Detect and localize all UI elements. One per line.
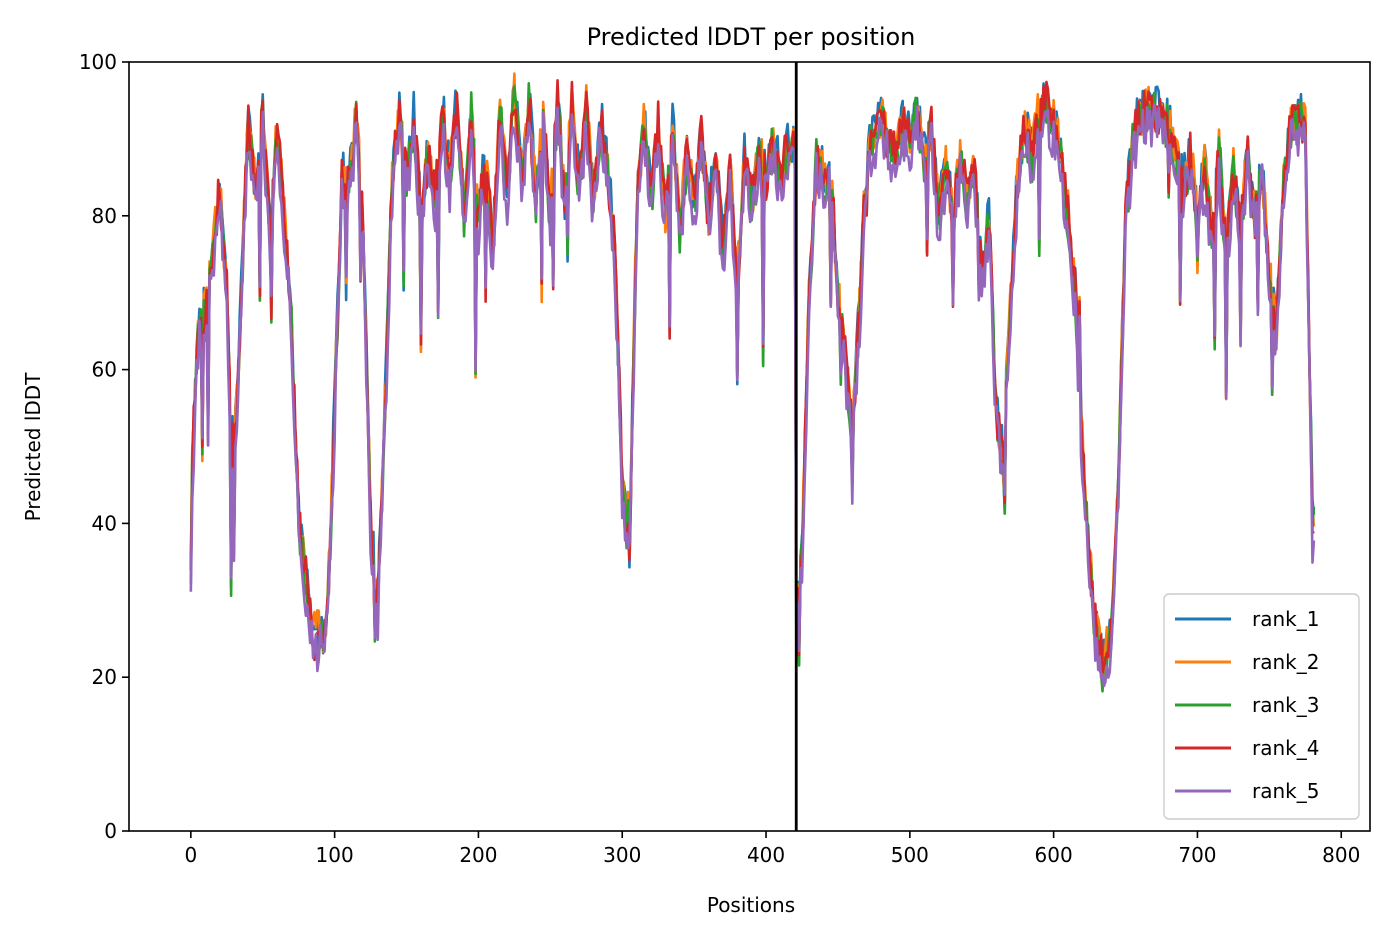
x-axis-label: Positions	[707, 893, 795, 917]
legend-label-rank_2: rank_2	[1252, 650, 1319, 674]
y-tick-label: 0	[104, 819, 117, 843]
y-axis-label: Predicted lDDT	[21, 372, 45, 522]
x-tick-label: 500	[891, 843, 929, 867]
series-line-rank_5	[189, 103, 1316, 688]
y-axis-ticks: 0 20 40 60 80 100	[79, 50, 129, 843]
y-tick-label: 60	[92, 358, 117, 382]
legend: rank_1 rank_2 rank_3 rank_4 rank_5	[1163, 593, 1360, 820]
legend-label-rank_4: rank_4	[1252, 736, 1319, 760]
y-tick-label: 100	[79, 50, 117, 74]
x-tick-label: 700	[1178, 843, 1216, 867]
series-lines	[189, 72, 1316, 693]
x-axis-ticks: 0 100 200 300 400 500 600 700 800	[184, 831, 1360, 867]
legend-label-rank_5: rank_5	[1252, 779, 1319, 803]
plot-frame	[128, 61, 1371, 832]
legend-entries: rank_1 rank_2 rank_3 rank_4 rank_5	[1175, 607, 1319, 803]
x-tick-label: 800	[1322, 843, 1360, 867]
legend-box	[1163, 593, 1360, 820]
x-tick-label: 300	[603, 843, 641, 867]
x-tick-label: 600	[1035, 843, 1073, 867]
legend-label-rank_3: rank_3	[1252, 693, 1319, 717]
x-tick-label: 100	[316, 843, 354, 867]
x-tick-label: 400	[747, 843, 785, 867]
chart-title: Predicted lDDT per position	[587, 23, 916, 51]
x-tick-label: 0	[184, 843, 197, 867]
legend-label-rank_1: rank_1	[1252, 607, 1319, 631]
y-tick-label: 80	[92, 204, 117, 228]
y-tick-label: 40	[92, 511, 117, 535]
x-tick-label: 200	[459, 843, 497, 867]
y-tick-label: 20	[92, 665, 117, 689]
